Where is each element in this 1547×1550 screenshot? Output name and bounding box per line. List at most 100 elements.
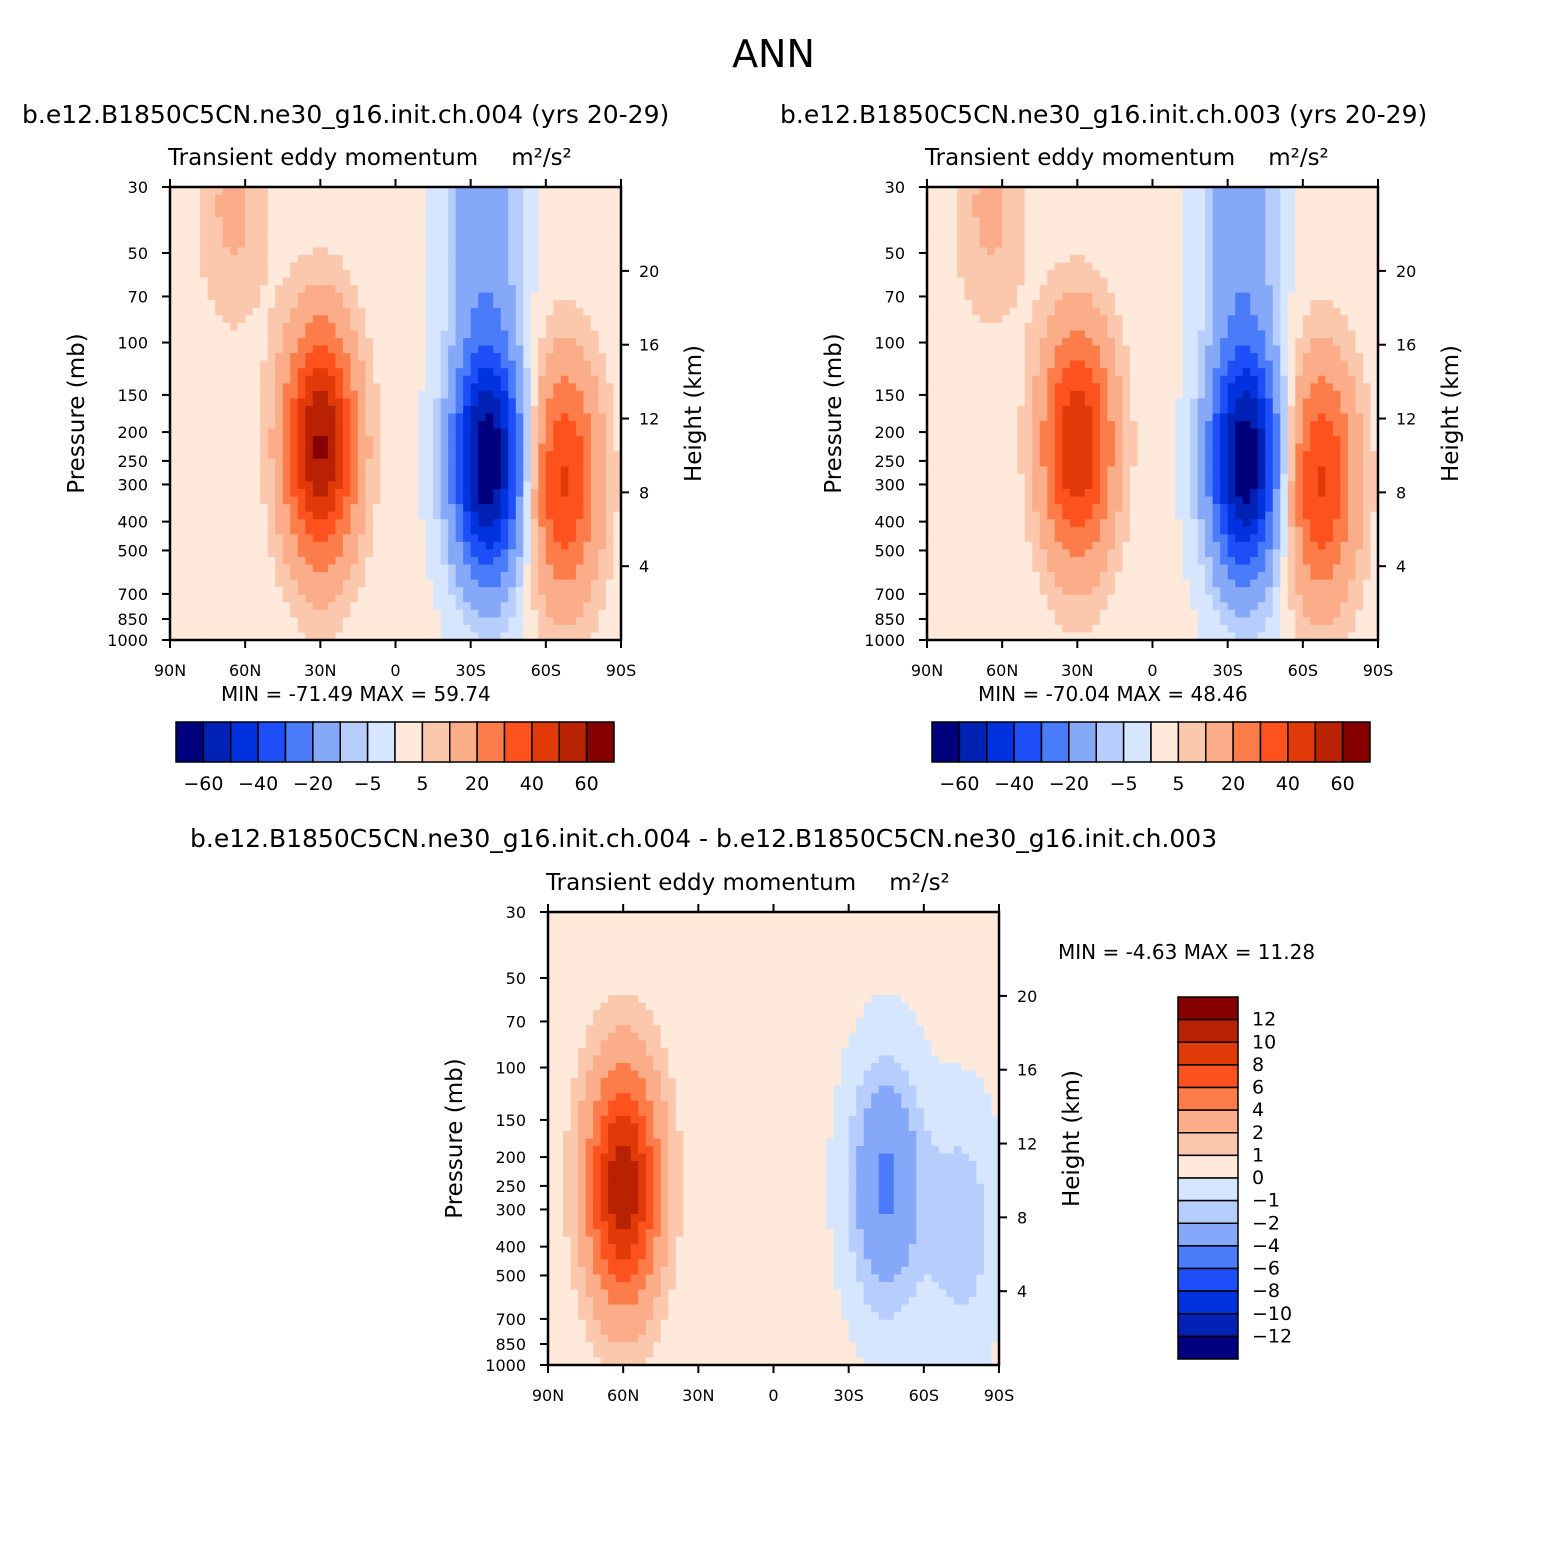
colorbar-swatch [1341, 721, 1371, 763]
right-tick-label: 16 [639, 336, 659, 355]
x-tick-label: 0 [768, 1386, 778, 1405]
panel-2-field [927, 187, 1378, 640]
panel-3-minmax: MIN = -4.63 MAX = 11.28 [1058, 940, 1316, 964]
x-tick-label: 0 [1147, 661, 1157, 680]
x-tick-label: 30S [455, 661, 486, 680]
x-tick-label: 90N [911, 661, 943, 680]
y-tick-label: 700 [117, 585, 148, 604]
panel-3-units: m²/s² [889, 870, 950, 896]
right-axis-label: Height (km) [1438, 345, 1464, 482]
colorbar-2: −60 −40 −20 −5 5 20 40 60 [931, 721, 1371, 795]
y-tick-label: 30 [885, 178, 905, 197]
x-tick-label: 60S [1288, 661, 1319, 680]
colorbar-label: 8 [1252, 1054, 1264, 1076]
x-tick-label: 30S [833, 1386, 864, 1405]
colorbar-label: −40 [238, 773, 278, 795]
panel-3-plot: 3050701001502002503004005007008501000481… [442, 903, 1085, 1405]
y-tick-label: 50 [885, 244, 905, 263]
right-tick-label: 8 [639, 483, 649, 502]
panel-2-minmax: MIN = -70.04 MAX = 48.46 [978, 682, 1248, 706]
colorbar-swatch [558, 721, 588, 763]
colorbar-label: −4 [1252, 1235, 1280, 1257]
colorbar-swatch [585, 721, 615, 763]
y-tick-label: 100 [117, 334, 148, 353]
season-title: ANN [732, 32, 815, 76]
y-tick-label: 100 [874, 334, 905, 353]
colorbar-swatch [1068, 721, 1097, 763]
panel-1-variable: Transient eddy momentum [168, 145, 479, 171]
colorbar-label: −5 [1110, 773, 1138, 795]
right-axis-label: Height (km) [1059, 1070, 1085, 1207]
panel-2-header: Transient eddy momentum m²/s² [925, 145, 1385, 171]
colorbar-label: 40 [520, 773, 544, 795]
x-tick-label: 90S [606, 661, 637, 680]
y-tick-label: 500 [117, 541, 148, 560]
x-tick-label: 30N [682, 1386, 714, 1405]
right-tick-label: 4 [1017, 1282, 1027, 1301]
colorbar-swatch [230, 721, 259, 763]
colorbar-swatch [421, 721, 451, 763]
colorbar-label: −6 [1252, 1258, 1280, 1280]
y-tick-label: 250 [495, 1177, 526, 1196]
colorbar-swatch [531, 721, 560, 763]
colorbar-label: 2 [1252, 1122, 1264, 1144]
y-tick-label: 200 [495, 1148, 526, 1167]
colorbar-swatch [202, 721, 232, 763]
colorbar-swatch [1177, 996, 1239, 1021]
y-tick-label: 700 [495, 1310, 526, 1329]
right-tick-label: 12 [1017, 1135, 1037, 1154]
y-tick-label: 50 [506, 969, 526, 988]
colorbar-swatch [1177, 1109, 1239, 1134]
panel-3-variable: Transient eddy momentum [546, 870, 857, 896]
y-tick-label: 50 [128, 244, 148, 263]
colorbar-swatch [1177, 1199, 1239, 1224]
x-tick-label: 60N [229, 661, 261, 680]
panel-2-variable: Transient eddy momentum [925, 145, 1236, 171]
y-tick-label: 850 [495, 1335, 526, 1354]
colorbar-label: 40 [1276, 773, 1300, 795]
y-axis-label: Pressure (mb) [64, 333, 90, 493]
x-tick-label: 30S [1212, 661, 1243, 680]
colorbar-label: 60 [1331, 773, 1355, 795]
x-tick-label: 30N [1061, 661, 1093, 680]
y-tick-label: 500 [874, 541, 905, 560]
right-tick-label: 12 [1396, 410, 1416, 429]
x-tick-label: 90N [154, 661, 186, 680]
colorbar-swatch [1040, 721, 1070, 763]
colorbar-label: 0 [1252, 1167, 1264, 1189]
y-tick-label: 30 [506, 903, 526, 922]
colorbar-label: 20 [465, 773, 489, 795]
colorbar-swatch [175, 721, 205, 763]
colorbar-label: 5 [416, 773, 428, 795]
y-tick-label: 70 [506, 1012, 526, 1031]
colorbar-swatch [1177, 1177, 1239, 1202]
colorbar-swatch [1177, 1335, 1239, 1360]
colorbar-swatch [958, 721, 988, 763]
colorbar-swatch [1177, 1132, 1239, 1157]
colorbar-label: −5 [354, 773, 382, 795]
panel-1-units: m²/s² [511, 145, 572, 171]
colorbar-swatch [1314, 721, 1344, 763]
y-tick-label: 700 [874, 585, 905, 604]
colorbar-swatch [1177, 721, 1207, 763]
colorbar-swatch [1013, 721, 1043, 763]
y-tick-label: 1000 [485, 1356, 526, 1375]
y-axis-label: Pressure (mb) [821, 333, 847, 493]
x-tick-label: 90S [1363, 661, 1394, 680]
colorbar-label: 60 [575, 773, 599, 795]
y-tick-label: 70 [128, 287, 148, 306]
colorbar-swatch [1177, 1245, 1239, 1270]
y-tick-label: 250 [874, 452, 905, 471]
colorbar-swatch [1232, 721, 1262, 763]
panel-3-header: Transient eddy momentum m²/s² [546, 870, 1006, 896]
panel-1-title: b.e12.B1850C5CN.ne30_g16.init.ch.004 (yr… [22, 100, 670, 129]
right-tick-label: 20 [1396, 262, 1416, 281]
colorbar-label: 12 [1252, 1009, 1276, 1031]
colorbar-1: −60 −40 −20 −5 5 20 40 60 [175, 721, 615, 795]
colorbar-label: −10 [1252, 1303, 1292, 1325]
x-tick-label: 60S [909, 1386, 940, 1405]
y-tick-label: 850 [117, 610, 148, 629]
y-axis-label: Pressure (mb) [442, 1058, 468, 1218]
colorbar-swatch [1259, 721, 1289, 763]
